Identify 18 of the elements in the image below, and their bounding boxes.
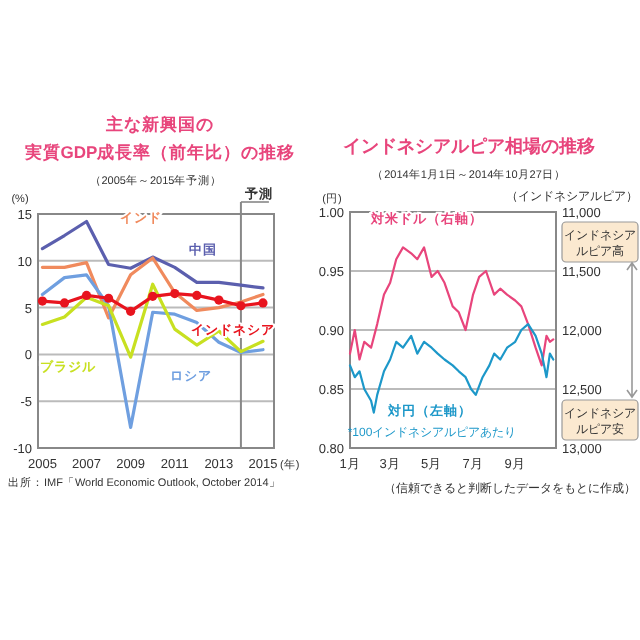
point: [59, 298, 70, 308]
point: [258, 298, 268, 308]
chart-title: インドネシアルピア相場の推移: [343, 136, 595, 156]
line-series: [348, 246, 555, 367]
line-series: [40, 282, 265, 359]
point: [192, 290, 202, 301]
point: [148, 291, 158, 301]
point: [170, 288, 180, 299]
point: [214, 295, 224, 305]
point: [37, 296, 48, 306]
chart-title: 主な新興国の実質GDP成長率（前年比）の推移: [22, 114, 296, 162]
line-series: [40, 273, 265, 429]
point: [126, 306, 136, 316]
point: [236, 301, 246, 311]
line-series: [348, 323, 555, 414]
point: [81, 290, 92, 301]
line-series: [40, 256, 265, 320]
point: [103, 293, 114, 303]
